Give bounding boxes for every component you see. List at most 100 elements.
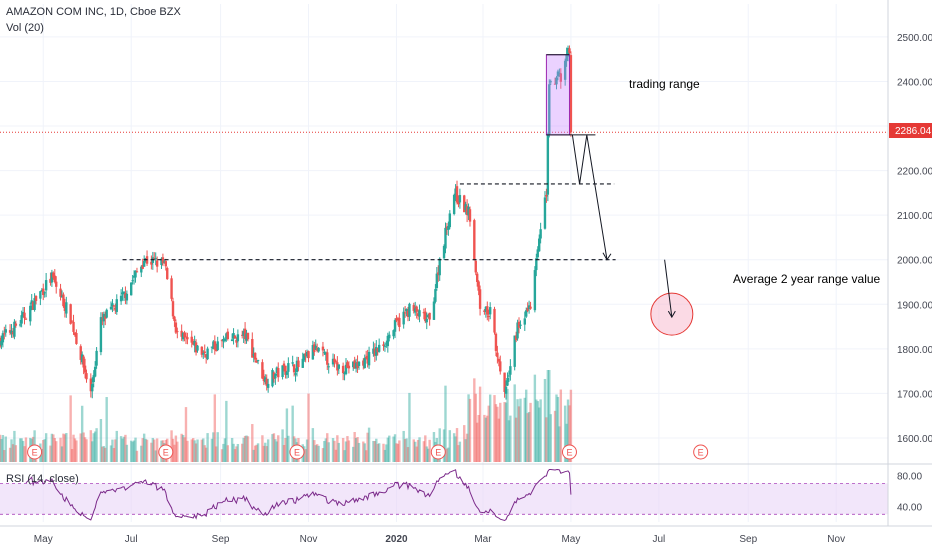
candle-body <box>174 322 178 333</box>
volume-bar <box>442 429 446 462</box>
candle-body <box>527 305 531 310</box>
candle-body <box>529 306 532 309</box>
candle-body <box>161 257 165 264</box>
candle-body <box>235 339 238 343</box>
earnings-marker <box>158 444 174 460</box>
volume-bar <box>321 448 325 462</box>
volume-bar <box>109 445 113 462</box>
candle-body <box>555 77 558 85</box>
candle-body <box>304 353 307 357</box>
candle-body <box>281 365 284 378</box>
volume-bar <box>93 431 97 462</box>
volume-bar <box>252 449 255 462</box>
candle-body <box>75 333 78 344</box>
candle-body <box>43 292 46 294</box>
candle-body <box>525 310 528 317</box>
candle-body <box>193 341 196 346</box>
candle-body <box>533 270 537 311</box>
y-tick-label: 2100.00 <box>897 211 932 222</box>
volume-bar <box>548 370 551 462</box>
volume-bar <box>488 394 492 462</box>
volume-bar <box>372 440 375 462</box>
candle-body <box>102 313 106 322</box>
volume-bar <box>261 435 264 462</box>
volume-bar <box>251 424 254 462</box>
volume-bar <box>14 445 18 462</box>
volume-bar <box>53 438 56 462</box>
y-tick-label: 1600.00 <box>897 434 932 445</box>
volume-bar <box>246 436 250 462</box>
volume-bar <box>448 430 452 462</box>
volume-bar <box>204 447 208 462</box>
candle-body <box>33 298 36 311</box>
candle-body <box>122 291 126 295</box>
volume-bar <box>326 433 329 462</box>
candle-body <box>327 366 330 368</box>
volume-bar <box>357 442 361 462</box>
candle-body <box>558 72 561 74</box>
volume-bar <box>23 446 26 462</box>
volume-bar <box>424 435 427 462</box>
candle-body <box>487 315 490 317</box>
candle-body <box>519 324 522 326</box>
volume-bar <box>220 449 224 462</box>
volume-bar <box>568 405 571 462</box>
volume-bar <box>305 439 309 462</box>
candle-body <box>425 318 428 323</box>
candle-body <box>375 347 378 356</box>
volume-bar <box>513 384 516 462</box>
volume-bar <box>91 441 94 462</box>
y-tick-label: 1800.00 <box>897 345 932 356</box>
volume-bar <box>287 435 290 462</box>
y-tick-label: 1700.00 <box>897 389 932 400</box>
volume-bar <box>230 437 234 462</box>
candle-body <box>164 261 167 267</box>
volume-bar <box>3 450 6 462</box>
earnings-marker-label: E <box>32 448 38 458</box>
candle-body <box>488 307 492 315</box>
volume-bar <box>49 445 52 462</box>
candle-body <box>18 324 22 326</box>
candle-body <box>226 331 229 340</box>
volume-bar <box>478 386 482 462</box>
volume-bar <box>331 438 335 462</box>
volume-bar <box>533 374 537 462</box>
volume-bar <box>556 396 560 462</box>
volume-bar <box>333 440 336 462</box>
volume-bar <box>43 439 46 462</box>
volume-bar <box>304 449 307 462</box>
candle-body <box>486 306 489 315</box>
candle-body <box>477 281 480 291</box>
candle-body <box>523 318 526 325</box>
volume-bar <box>402 430 405 462</box>
candle-body <box>40 290 44 292</box>
candle-body <box>255 360 258 363</box>
last-price-value: 2286.04 <box>895 126 932 137</box>
candle-body <box>478 289 482 309</box>
trading-range-label: trading range <box>629 77 700 91</box>
candle-body <box>398 317 401 328</box>
candle-body <box>82 356 85 368</box>
volume-bar <box>122 436 126 462</box>
volume-bar <box>474 393 477 462</box>
volume-bar <box>21 440 25 462</box>
volume-bar <box>447 447 450 462</box>
volume-bar <box>553 410 557 462</box>
candle-body <box>458 195 462 203</box>
volume-bar <box>393 434 397 462</box>
volume-bar <box>315 444 319 462</box>
candle-body <box>225 333 228 339</box>
volume-bar <box>222 443 225 462</box>
volume-bar <box>543 378 547 462</box>
projection-arrowhead <box>602 252 612 261</box>
volume-bar <box>317 445 320 462</box>
volume-bar <box>519 398 522 462</box>
candle-body <box>344 364 348 375</box>
candle-body <box>129 282 133 296</box>
volume-bar <box>155 438 159 462</box>
candle-body <box>140 266 143 273</box>
volume-bar <box>112 448 116 462</box>
volume-bar <box>256 443 260 462</box>
